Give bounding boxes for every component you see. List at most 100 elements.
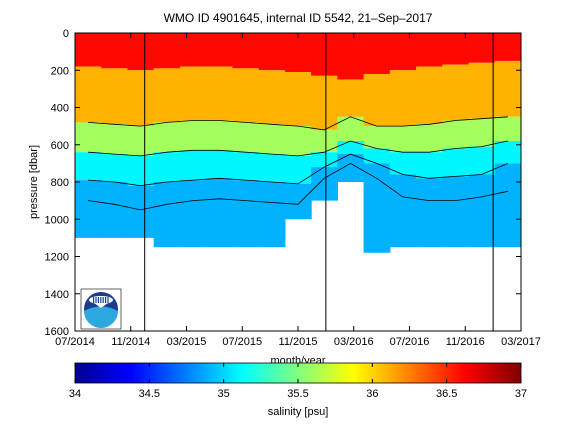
salinity-cell [75,66,102,123]
salinity-cell [232,180,260,248]
salinity-cell [75,152,102,181]
salinity-cell [206,66,234,121]
salinity-cell [179,150,207,181]
salinity-cell [232,68,260,123]
plot-area: 0 200 400 600 800 1000 1200 1400 1600 07/2014 11/… [45,28,541,348]
salinity-cell [468,118,496,147]
x-tick-label: 07/2016 [390,336,430,348]
salinity-cell [311,75,338,130]
salinity-cell [258,124,286,155]
contour-line [88,140,508,157]
salinity-cell [389,126,417,153]
salinity-cell [389,70,417,127]
salinity-cell [468,146,496,175]
salinity-cell [442,64,470,121]
salinity-cell [258,182,286,248]
logo-stripe [102,297,104,303]
salinity-cell [232,33,260,69]
salinity-cell [127,155,155,186]
salinity-cell [494,141,521,164]
colorbar: 34 34.5 35 35.5 36 36.5 37 [69,362,527,400]
salinity-cell [284,155,312,184]
colorbar-label: salinity [psu] [268,406,329,418]
salinity-cell [442,33,470,65]
salinity-cell [206,178,234,248]
salinity-cell [101,124,129,155]
chart-title: WMO ID 4901645, internal ID 5542, 21–Sep… [164,11,433,25]
x-tick-label: 07/2015 [222,336,262,348]
logo-stripe [100,297,102,303]
y-tick-label: 0 [63,28,69,40]
salinity-cell [494,163,521,248]
colorbar-tick-label: 36 [366,388,378,400]
salinity-cell [363,73,391,127]
x-tick-label: 11/2016 [446,336,485,348]
salinity-cell [494,60,521,117]
salinity-cell [232,152,260,181]
salinity-cell [179,120,207,151]
salinity-cell [416,124,443,153]
salinity-cell [363,148,391,164]
y-tick-label: 400 [51,103,69,115]
salinity-cell [468,62,496,119]
salinity-cell [494,33,521,61]
salinity-cell [284,183,312,220]
logo-stripe [105,297,107,303]
colorbar-tick-label: 34 [69,388,81,400]
salinity-cell [416,152,443,179]
salinity-cell [153,68,181,123]
salinity-cell [311,167,338,201]
salinity-cell [206,33,234,67]
y-tick-label: 800 [51,177,69,189]
colorbar-tick-label: 36.5 [436,388,457,400]
salinity-cell [75,180,102,238]
salinity-cell [153,122,181,153]
colorbar-tick-label: 35 [218,388,230,400]
salinity-cell [153,152,181,182]
salinity-cell [284,72,312,127]
x-tick-label: 03/2017 [501,336,541,348]
salinity-cell [127,185,155,238]
logo-stripe [107,297,109,303]
logo-stripe [93,297,95,303]
salinity-cell [416,178,443,248]
y-tick-label: 1400 [45,289,69,301]
colorbar-tick-label: 37 [515,388,527,400]
logo-stripe [95,297,97,303]
salinity-cell [127,33,155,71]
vertical-markers [144,33,494,331]
x-axis: 07/2014 11/2014 03/2015 07/2015 11/2015 03/20… [55,33,541,348]
salinity-cell [468,33,496,63]
salinity-cell [153,33,181,69]
x-tick-label: 03/2015 [167,336,207,348]
salinity-cell [101,68,129,125]
salinity-cell [494,116,521,142]
salinity-cell [311,129,338,153]
noaa-logo [80,288,122,330]
salinity-cell [442,120,470,149]
salinity-cell [101,182,129,238]
y-tick-label: 1600 [45,326,69,338]
salinity-cell [258,33,286,71]
contour-lines [88,116,509,211]
salinity-cell [284,33,312,73]
y-axis: 0 200 400 600 800 1000 1200 1400 1600 [45,28,521,338]
x-tick-label: 07/2014 [55,336,95,348]
salinity-cell [416,66,443,125]
salinity-cell [258,70,286,125]
salinity-cell [232,122,260,153]
y-tick-label: 1200 [45,252,69,264]
salinity-cell [284,126,312,156]
y-axis-label: pressure [dbar] [28,145,40,219]
salinity-columns [75,33,521,253]
salinity-cell [442,176,470,248]
x-tick-label: 11/2015 [279,336,318,348]
y-tick-label: 200 [51,65,69,77]
salinity-cell [258,154,286,182]
logo-stripe [97,297,99,303]
salinity-cell [337,79,365,117]
salinity-cell [127,126,155,156]
salinity-cell [206,120,234,151]
salinity-cell [75,33,102,67]
